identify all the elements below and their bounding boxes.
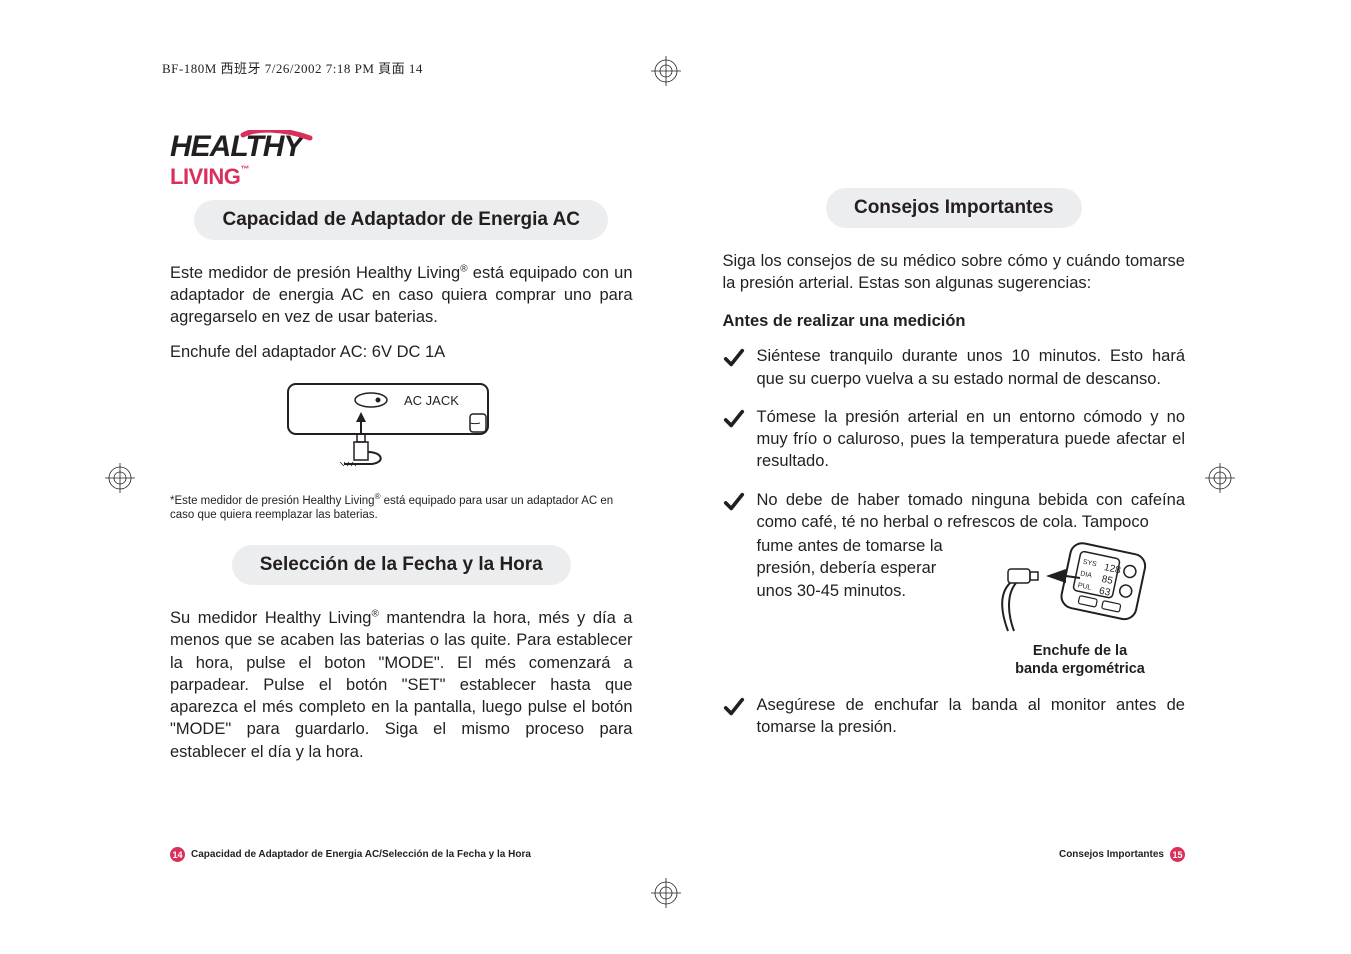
tip-item: No debe de haber tomado ninguna bebida c… <box>723 489 1186 679</box>
check-icon <box>723 345 745 390</box>
check-icon <box>723 406 745 473</box>
before-measure-heading: Antes de realizar una medición <box>723 312 1186 331</box>
right-page: Consejos Importantes Siga los consejos d… <box>723 130 1186 850</box>
page-spread: HEALTHY LIVING™ Capacidad de Adaptador d… <box>170 130 1185 850</box>
left-footer: 14 Capacidad de Adaptador de Energia AC/… <box>170 847 531 862</box>
cuff-plug-figure: SYS128 DIA85 PUL63 <box>975 535 1185 678</box>
right-footer: Consejos Importantes 15 <box>1059 847 1185 862</box>
svg-text:85: 85 <box>1100 574 1114 587</box>
tip-item: Asegúrese de enchufar la banda al monito… <box>723 694 1186 739</box>
svg-text:PUL: PUL <box>1077 582 1092 592</box>
brand-line2: LIVING <box>170 164 240 189</box>
print-slug: BF-180M 西班牙 7/26/2002 7:18 PM 頁面 14 <box>162 58 423 77</box>
left-footer-label: Capacidad de Adaptador de Energia AC/Sel… <box>191 849 531 860</box>
tip-item: Tómese la presión arterial en un entorno… <box>723 406 1186 473</box>
svg-text:63: 63 <box>1098 586 1112 599</box>
reg-mark-left <box>105 463 135 493</box>
heading-datetime: Selección de la Fecha y la Hora <box>232 545 571 585</box>
adapter-paragraph: Este medidor de presión Healthy Living® … <box>170 262 633 329</box>
svg-text:SYS: SYS <box>1082 559 1097 569</box>
svg-text:DIA: DIA <box>1079 570 1092 579</box>
reg-mark-bottom <box>651 878 681 908</box>
heading-tips: Consejos Importantes <box>826 188 1082 228</box>
brand-tm: ™ <box>240 164 249 174</box>
reg-mark-top <box>651 56 681 86</box>
datetime-paragraph: Su medidor Healthy Living® mantendra la … <box>170 607 633 763</box>
heading-adapter: Capacidad de Adaptador de Energia AC <box>194 200 608 240</box>
adapter-spec: Enchufe del adaptador AC: 6V DC 1A <box>170 343 633 362</box>
brand-logo: HEALTHY LIVING™ <box>170 130 633 190</box>
tip-text: Asegúrese de enchufar la banda al monito… <box>757 694 1186 739</box>
reg-mark-right <box>1205 463 1235 493</box>
tip-text: No debe de haber tomado ninguna bebida c… <box>757 489 1186 679</box>
adapter-footnote: *Este medidor de presión Healthy Living®… <box>170 492 633 524</box>
ac-jack-figure: AC JACK <box>286 378 546 478</box>
tips-list: Siéntese tranquilo durante unos 10 minut… <box>723 345 1186 754</box>
tip-item: Siéntese tranquilo durante unos 10 minut… <box>723 345 1186 390</box>
check-icon <box>723 694 745 739</box>
check-icon <box>723 489 745 679</box>
page-number-right: 15 <box>1170 847 1185 862</box>
left-page: HEALTHY LIVING™ Capacidad de Adaptador d… <box>170 130 633 850</box>
right-footer-label: Consejos Importantes <box>1059 849 1164 860</box>
tips-intro: Siga los consejos de su médico sobre cóm… <box>723 250 1186 295</box>
tip-text: Siéntese tranquilo durante unos 10 minut… <box>757 345 1186 390</box>
svg-text:HEALTHY: HEALTHY <box>170 130 306 163</box>
tip-text: Tómese la presión arterial en un entorno… <box>757 406 1186 473</box>
page-number-left: 14 <box>170 847 185 862</box>
ac-jack-label: AC JACK <box>404 393 459 408</box>
tip3-continuation: fume antes de tomarse la presión, deberí… <box>757 535 966 678</box>
